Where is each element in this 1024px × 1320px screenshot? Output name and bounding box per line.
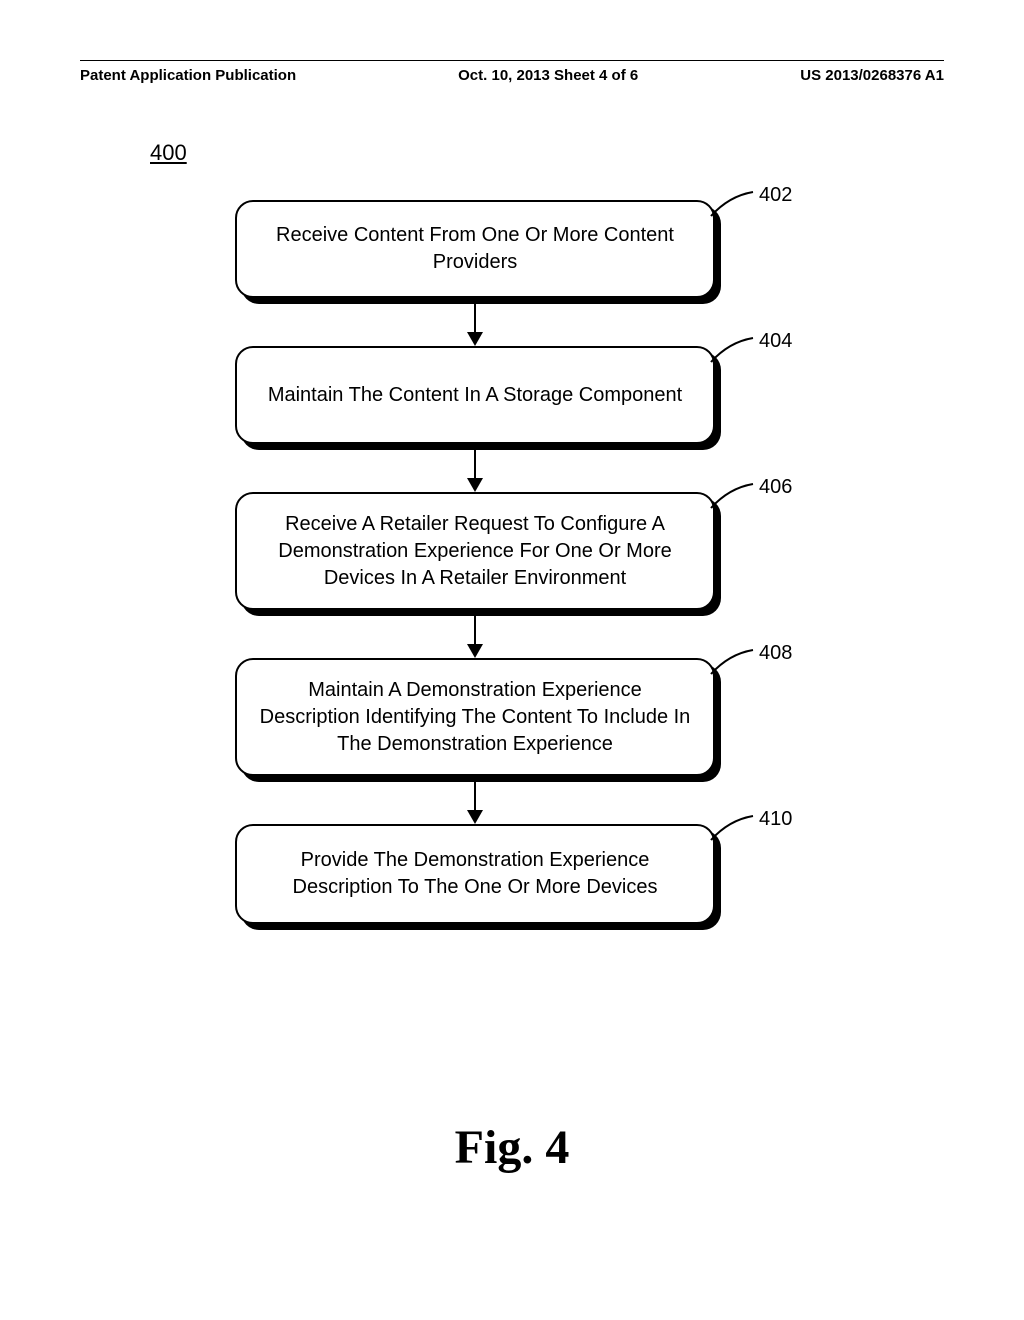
reference-leader-line <box>709 648 759 678</box>
flow-arrow <box>235 782 721 824</box>
flow-arrow <box>235 450 721 492</box>
reference-number: 404 <box>759 330 792 353</box>
page: Patent Application Publication Oct. 10, … <box>0 0 1024 1320</box>
flow-node-box: Receive A Retailer Request To Configure … <box>235 492 715 610</box>
flow-node: Receive Content From One Or More Content… <box>235 200 721 304</box>
reference-number: 402 <box>759 184 792 207</box>
flow-node-box: Provide The Demonstration Experience Des… <box>235 824 715 924</box>
reference-number: 408 <box>759 642 792 665</box>
flow-node: Receive A Retailer Request To Configure … <box>235 492 721 616</box>
page-header: Patent Application Publication Oct. 10, … <box>80 60 944 84</box>
reference-leader-line <box>709 814 759 844</box>
flow-node-box: Receive Content From One Or More Content… <box>235 200 715 298</box>
flow-node-box: Maintain The Content In A Storage Compon… <box>235 346 715 444</box>
reference-number: 406 <box>759 476 792 499</box>
flow-arrow <box>235 304 721 346</box>
flow-arrow <box>235 616 721 658</box>
flow-node: Maintain The Content In A Storage Compon… <box>235 346 721 450</box>
header-right: US 2013/0268376 A1 <box>800 67 944 84</box>
reference-number: 410 <box>759 808 792 831</box>
figure-number: 400 <box>150 140 187 166</box>
reference-leader-line <box>709 190 759 220</box>
header-left: Patent Application Publication <box>80 67 296 84</box>
flow-node: Provide The Demonstration Experience Des… <box>235 824 721 930</box>
flow-node: Maintain A Demonstration Experience Desc… <box>235 658 721 782</box>
header-mid: Oct. 10, 2013 Sheet 4 of 6 <box>458 67 638 84</box>
reference-leader-line <box>709 336 759 366</box>
flowchart: Receive Content From One Or More Content… <box>235 200 795 930</box>
figure-caption: Fig. 4 <box>0 1120 1024 1175</box>
reference-leader-line <box>709 482 759 512</box>
flow-node-box: Maintain A Demonstration Experience Desc… <box>235 658 715 776</box>
